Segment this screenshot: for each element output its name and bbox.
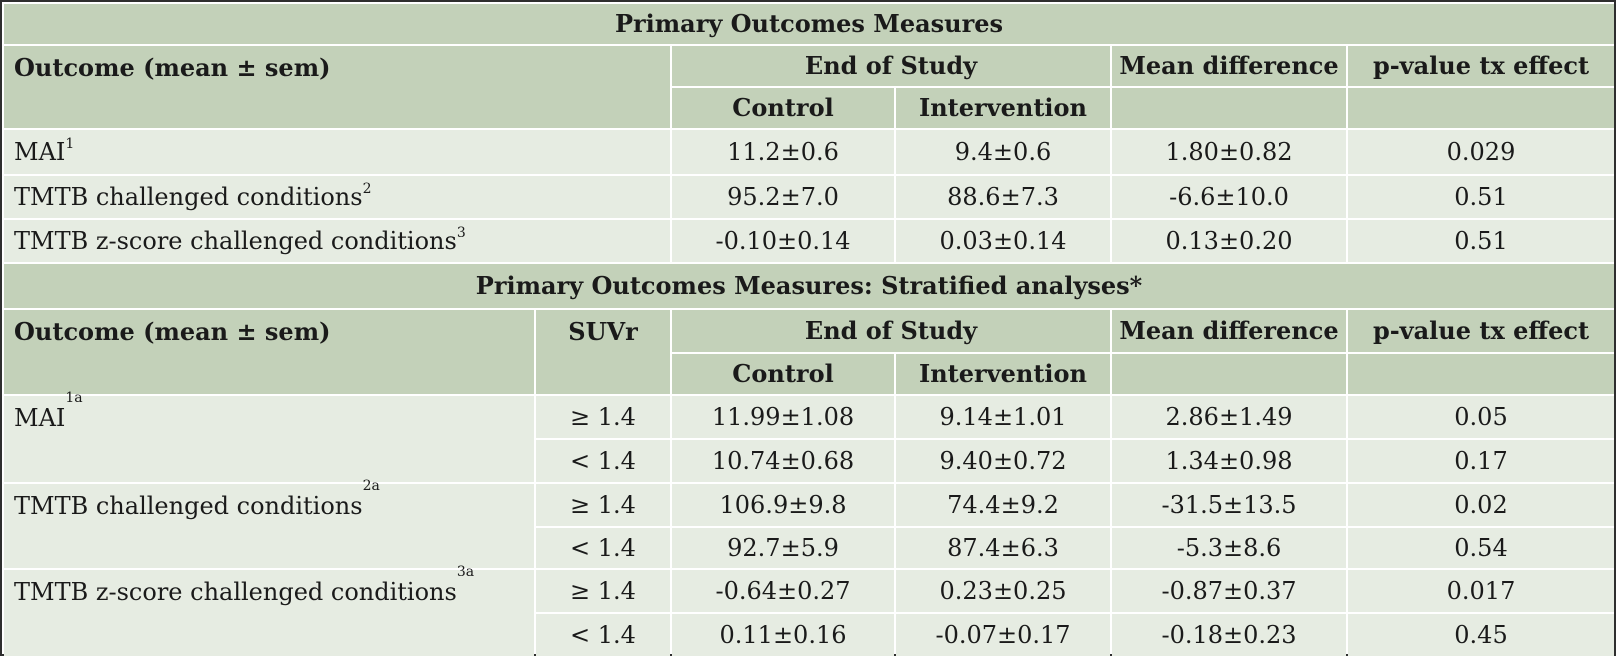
s1-row2-intervention: 88.6±7.3 [896,176,1110,218]
s2-g3-r1-control: -0.64±0.27 [672,570,894,612]
s1-row3-intervention: 0.03±0.14 [896,220,1110,262]
s1-row1-mean-diff: 1.80±0.82 [1112,130,1346,174]
outcome-label: MAI [14,138,66,166]
s2-g3-r1-intervention: 0.23±0.25 [896,570,1110,612]
s2-g3-r2-intervention: -0.07±0.17 [896,614,1110,656]
s2-g2-r2-intervention: 87.4±6.3 [896,528,1110,568]
header-mean-difference-blank [1112,88,1346,128]
s2-g2-r2-control: 92.7±5.9 [672,528,894,568]
s2-g3-r2-mean-diff: -0.18±0.23 [1112,614,1346,656]
s2-g3-r2-p: 0.45 [1348,614,1614,656]
section-title-stratified: Primary Outcomes Measures: Stratified an… [4,264,1614,308]
header-control: Control [672,88,894,128]
header2-suvr-label: SUVr [568,317,638,346]
s1-row2-p: 0.51 [1348,176,1614,218]
s2-g2-r1-mean-diff: -31.5±13.5 [1112,484,1346,526]
s2-g1-r2-intervention: 9.40±0.72 [896,440,1110,482]
outcome-label: MAI [14,404,66,432]
header-p-value-blank [1348,88,1614,128]
s2-group3-outcome: TMTB z-score challenged conditions 3a [4,565,534,656]
s2-g2-r2-mean-diff: -5.3±8.6 [1112,528,1346,568]
header2-outcome-label: Outcome (mean ± sem) [14,317,331,346]
s2-group1-outcome: MAI 1a [4,391,534,482]
s2-g1-r1-control: 11.99±1.08 [672,396,894,438]
s1-row3-mean-diff: 0.13±0.20 [1112,220,1346,262]
s2-g2-r1-control: 106.9±9.8 [672,484,894,526]
header2-p-value: p-value tx effect [1348,310,1614,352]
header-p-value: p-value tx effect [1348,46,1614,86]
s1-row3-p: 0.51 [1348,220,1614,262]
section-title-primary-outcomes: Primary Outcomes Measures [4,4,1614,44]
s2-g1-r1-suvr: ≥ 1.4 [536,396,670,438]
s2-g1-r1-mean-diff: 2.86±1.49 [1112,396,1346,438]
s2-g1-r2-control: 10.74±0.68 [672,440,894,482]
s1-row2-outcome: TMTB challenged conditions 2 [4,176,670,218]
s2-g2-r1-intervention: 74.4±9.2 [896,484,1110,526]
s1-row3-outcome: TMTB z-score challenged conditions 3 [4,220,670,262]
s2-g3-r2-suvr: < 1.4 [536,614,670,656]
header2-control: Control [672,354,894,394]
header2-p-value-blank [1348,354,1614,394]
s2-g3-r2-control: 0.11±0.16 [672,614,894,656]
s1-row1-outcome: MAI 1 [4,130,670,174]
s2-g1-r2-suvr: < 1.4 [536,440,670,482]
s1-row1-control: 11.2±0.6 [672,130,894,174]
header-outcome: Outcome (mean ± sem) [4,46,670,128]
s2-g3-r1-mean-diff: -0.87±0.37 [1112,570,1346,612]
outcome-label: TMTB challenged conditions [14,183,363,211]
s2-g2-r2-suvr: < 1.4 [536,528,670,568]
header-outcome-label: Outcome (mean ± sem) [14,53,331,82]
header-intervention: Intervention [896,88,1110,128]
header2-mean-difference-blank [1112,354,1346,394]
header2-intervention: Intervention [896,354,1110,394]
s2-g1-r2-p: 0.17 [1348,440,1614,482]
s1-row1-p: 0.029 [1348,130,1614,174]
outcome-label: TMTB z-score challenged conditions [14,227,457,255]
s2-g2-r1-p: 0.02 [1348,484,1614,526]
s2-g1-r1-intervention: 9.14±1.01 [896,396,1110,438]
s1-row3-control: -0.10±0.14 [672,220,894,262]
header2-mean-difference: Mean difference [1112,310,1346,352]
header-end-of-study: End of Study [672,46,1110,86]
header2-outcome: Outcome (mean ± sem) [4,310,534,394]
header2-suvr: SUVr [536,310,670,394]
s2-group2-outcome: TMTB challenged conditions 2a [4,479,534,568]
s1-row2-mean-diff: -6.6±10.0 [1112,176,1346,218]
s2-g2-r2-p: 0.54 [1348,528,1614,568]
s2-g2-r1-suvr: ≥ 1.4 [536,484,670,526]
outcome-label: TMTB z-score challenged conditions [14,578,457,606]
s1-row1-intervention: 9.4±0.6 [896,130,1110,174]
s2-g1-r1-p: 0.05 [1348,396,1614,438]
header2-end-of-study: End of Study [672,310,1110,352]
s2-g3-r1-suvr: ≥ 1.4 [536,570,670,612]
s1-row2-control: 95.2±7.0 [672,176,894,218]
header-mean-difference: Mean difference [1112,46,1346,86]
s2-g3-r1-p: 0.017 [1348,570,1614,612]
outcome-label: TMTB challenged conditions [14,492,363,520]
s2-g1-r2-mean-diff: 1.34±0.98 [1112,440,1346,482]
